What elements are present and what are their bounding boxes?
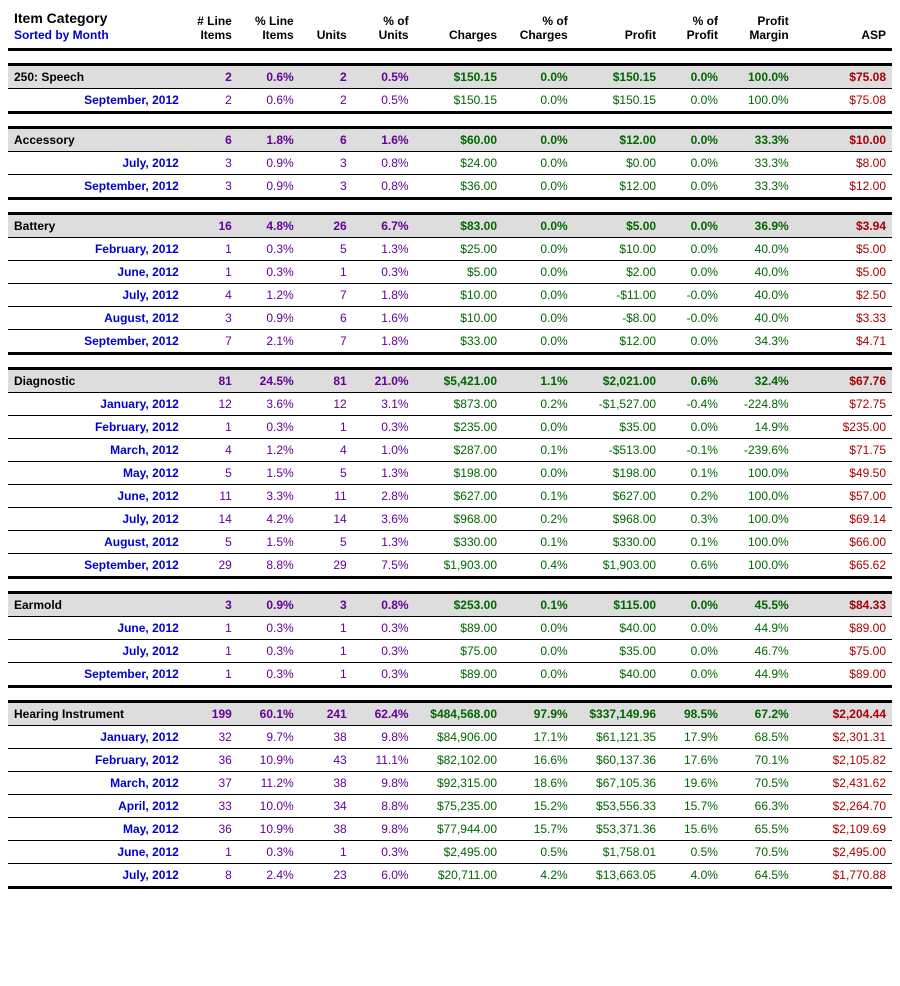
category-name: Earmold <box>8 594 185 617</box>
month-label: September, 2012 <box>8 663 185 686</box>
category-summary-row: Earmold30.9%30.8%$253.000.1%$115.000.0%4… <box>8 594 892 617</box>
header-row: Item Category Sorted by Month # LineItem… <box>8 8 892 50</box>
month-label: September, 2012 <box>8 89 185 112</box>
header-category-sub: Sorted by Month <box>14 28 109 42</box>
header-charges-p: % ofCharges <box>503 8 574 50</box>
month-label: July, 2012 <box>8 508 185 531</box>
detail-row: July, 201210.3%10.3%$75.000.0%$35.000.0%… <box>8 640 892 663</box>
detail-row: September, 2012298.8%297.5%$1,903.000.4%… <box>8 554 892 577</box>
category-summary-row: 250: Speech20.6%20.5%$150.150.0%$150.150… <box>8 66 892 89</box>
month-label: September, 2012 <box>8 330 185 353</box>
detail-row: August, 201251.5%51.3%$330.000.1%$330.00… <box>8 531 892 554</box>
category-summary-row: Battery164.8%266.7%$83.000.0%$5.000.0%36… <box>8 215 892 238</box>
category-summary-row: Diagnostic8124.5%8121.0%$5,421.001.1%$2,… <box>8 370 892 393</box>
header-category-title: Item Category <box>14 10 107 26</box>
month-label: September, 2012 <box>8 175 185 198</box>
month-label: May, 2012 <box>8 462 185 485</box>
detail-row: February, 201210.3%10.3%$235.000.0%$35.0… <box>8 416 892 439</box>
month-label: February, 2012 <box>8 416 185 439</box>
detail-row: January, 2012329.7%389.8%$84,906.0017.1%… <box>8 726 892 749</box>
detail-row: July, 2012144.2%143.6%$968.000.2%$968.00… <box>8 508 892 531</box>
category-name: Accessory <box>8 129 185 152</box>
detail-row: September, 201220.6%20.5%$150.150.0%$150… <box>8 89 892 112</box>
detail-row: June, 201210.3%10.3%$89.000.0%$40.000.0%… <box>8 617 892 640</box>
header-category: Item Category Sorted by Month <box>8 8 185 50</box>
detail-row: June, 201210.3%10.3%$5.000.0%$2.000.0%40… <box>8 261 892 284</box>
header-charges: Charges <box>415 8 503 50</box>
month-label: June, 2012 <box>8 617 185 640</box>
header-units: Units <box>300 8 353 50</box>
month-label: March, 2012 <box>8 439 185 462</box>
report-table: Item Category Sorted by Month # LineItem… <box>8 8 892 889</box>
detail-row: June, 2012113.3%112.8%$627.000.1%$627.00… <box>8 485 892 508</box>
detail-row: September, 201210.3%10.3%$89.000.0%$40.0… <box>8 663 892 686</box>
detail-row: September, 201272.1%71.8%$33.000.0%$12.0… <box>8 330 892 353</box>
category-name: Battery <box>8 215 185 238</box>
header-profit: Profit <box>574 8 662 50</box>
category-summary-row: Accessory61.8%61.6%$60.000.0%$12.000.0%3… <box>8 129 892 152</box>
month-label: June, 2012 <box>8 261 185 284</box>
month-label: March, 2012 <box>8 772 185 795</box>
header-asp: ASP <box>795 8 892 50</box>
month-label: September, 2012 <box>8 554 185 577</box>
category-name: 250: Speech <box>8 66 185 89</box>
month-label: July, 2012 <box>8 640 185 663</box>
header-profit-p: % ofProfit <box>662 8 724 50</box>
month-label: February, 2012 <box>8 749 185 772</box>
detail-row: March, 201241.2%41.0%$287.000.1%-$513.00… <box>8 439 892 462</box>
detail-row: January, 2012123.6%123.1%$873.000.2%-$1,… <box>8 393 892 416</box>
month-label: August, 2012 <box>8 307 185 330</box>
header-margin: ProfitMargin <box>724 8 795 50</box>
detail-row: May, 20123610.9%389.8%$77,944.0015.7%$53… <box>8 818 892 841</box>
category-name: Hearing Instrument <box>8 703 185 726</box>
month-label: July, 2012 <box>8 152 185 175</box>
month-label: July, 2012 <box>8 284 185 307</box>
detail-row: July, 201230.9%30.8%$24.000.0%$0.000.0%3… <box>8 152 892 175</box>
category-name: Diagnostic <box>8 370 185 393</box>
month-label: June, 2012 <box>8 841 185 864</box>
detail-row: February, 20123610.9%4311.1%$82,102.0016… <box>8 749 892 772</box>
category-summary-row: Hearing Instrument19960.1%24162.4%$484,5… <box>8 703 892 726</box>
month-label: January, 2012 <box>8 726 185 749</box>
header-units-p: % ofUnits <box>353 8 415 50</box>
detail-row: March, 20123711.2%389.8%$92,315.0018.6%$… <box>8 772 892 795</box>
month-label: February, 2012 <box>8 238 185 261</box>
detail-row: July, 201241.2%71.8%$10.000.0%-$11.00-0.… <box>8 284 892 307</box>
detail-row: February, 201210.3%51.3%$25.000.0%$10.00… <box>8 238 892 261</box>
month-label: August, 2012 <box>8 531 185 554</box>
detail-row: August, 201230.9%61.6%$10.000.0%-$8.00-0… <box>8 307 892 330</box>
detail-row: April, 20123310.0%348.8%$75,235.0015.2%$… <box>8 795 892 818</box>
month-label: January, 2012 <box>8 393 185 416</box>
detail-row: May, 201251.5%51.3%$198.000.0%$198.000.1… <box>8 462 892 485</box>
header-line-items-n: # LineItems <box>185 8 238 50</box>
month-label: June, 2012 <box>8 485 185 508</box>
detail-row: September, 201230.9%30.8%$36.000.0%$12.0… <box>8 175 892 198</box>
detail-row: July, 201282.4%236.0%$20,711.004.2%$13,6… <box>8 864 892 887</box>
month-label: July, 2012 <box>8 864 185 887</box>
detail-row: June, 201210.3%10.3%$2,495.000.5%$1,758.… <box>8 841 892 864</box>
month-label: April, 2012 <box>8 795 185 818</box>
header-line-items-p: % LineItems <box>238 8 300 50</box>
month-label: May, 2012 <box>8 818 185 841</box>
